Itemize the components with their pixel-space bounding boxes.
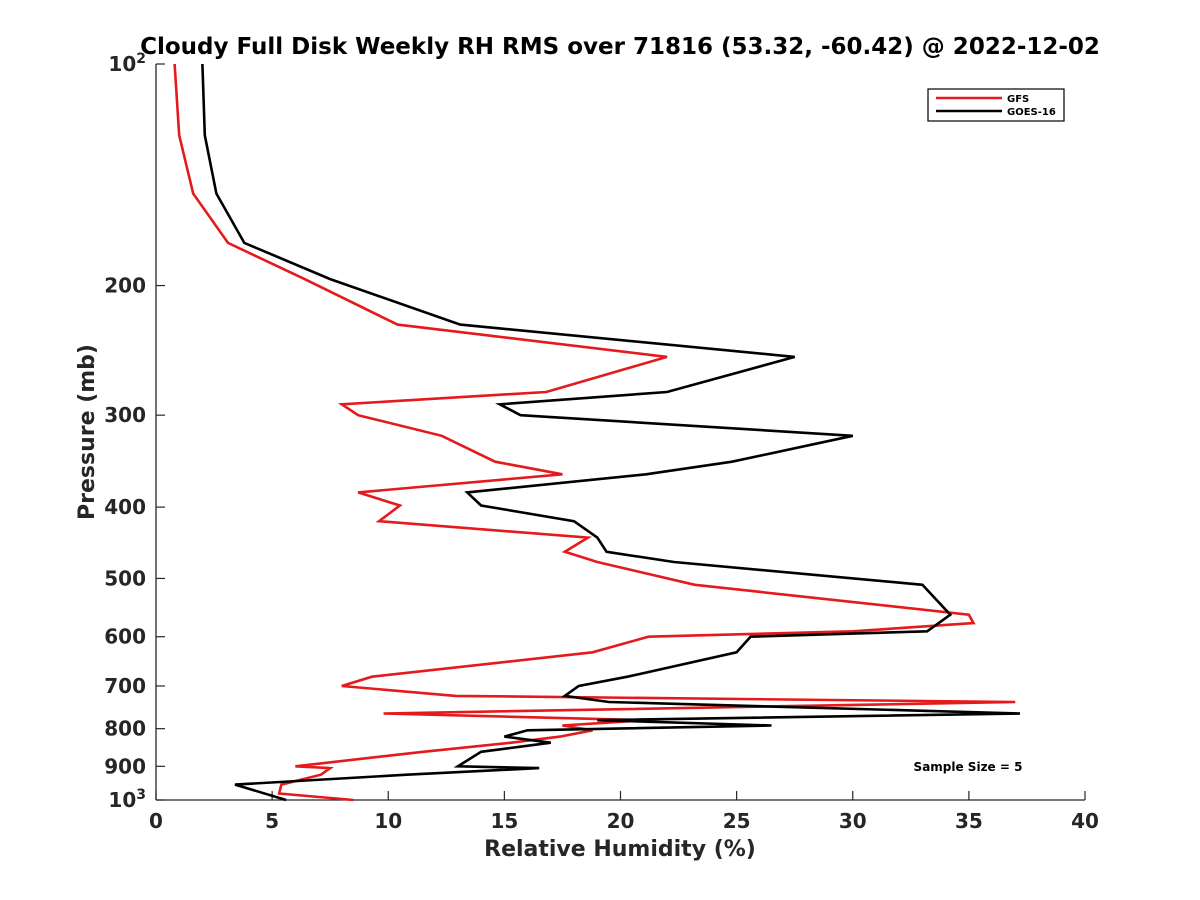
y-tick-label: 400	[104, 495, 146, 519]
chart-title: Cloudy Full Disk Weekly RH RMS over 7181…	[140, 34, 1100, 60]
x-tick-label: 30	[839, 809, 867, 833]
x-tick-label: 5	[265, 809, 279, 833]
plot-area: 0 5 10 15 20 25 30 35 40102200300400500600700800…	[104, 51, 1099, 833]
y-tick-exponent: 3	[136, 787, 146, 803]
x-tick-label: 15	[490, 809, 518, 833]
x-tick-label: 40	[1071, 809, 1099, 833]
y-tick-label: 200	[104, 274, 146, 298]
x-axis-label: Relative Humidity (%)	[484, 837, 756, 862]
sample-size-note: Sample Size = 5	[914, 760, 1023, 774]
legend-label-goes-16: GOES-16	[1007, 107, 1056, 118]
y-axis-label: Pressure (mb)	[75, 344, 100, 520]
series-line-gfs	[173, 63, 1016, 802]
y-tick-label: 300	[104, 403, 146, 427]
legend: GFS GOES-16	[927, 88, 1065, 122]
y-tick-label: 900	[104, 754, 146, 778]
series-line-goes-16	[201, 63, 1021, 802]
x-tick-label: 25	[723, 809, 751, 833]
x-tick-label: 0	[149, 809, 163, 833]
x-tick-label: 20	[607, 809, 635, 833]
legend-box	[927, 88, 1065, 122]
y-tick-label: 700	[104, 674, 146, 698]
legend-label-gfs: GFS	[1007, 94, 1029, 105]
y-tick-exponent: 2	[136, 51, 146, 67]
y-tick-label: 500	[104, 566, 146, 590]
x-tick-label: 10	[374, 809, 402, 833]
x-tick-label: 35	[955, 809, 983, 833]
y-tick-label: 600	[104, 625, 146, 649]
y-tick-label: 800	[104, 717, 146, 741]
